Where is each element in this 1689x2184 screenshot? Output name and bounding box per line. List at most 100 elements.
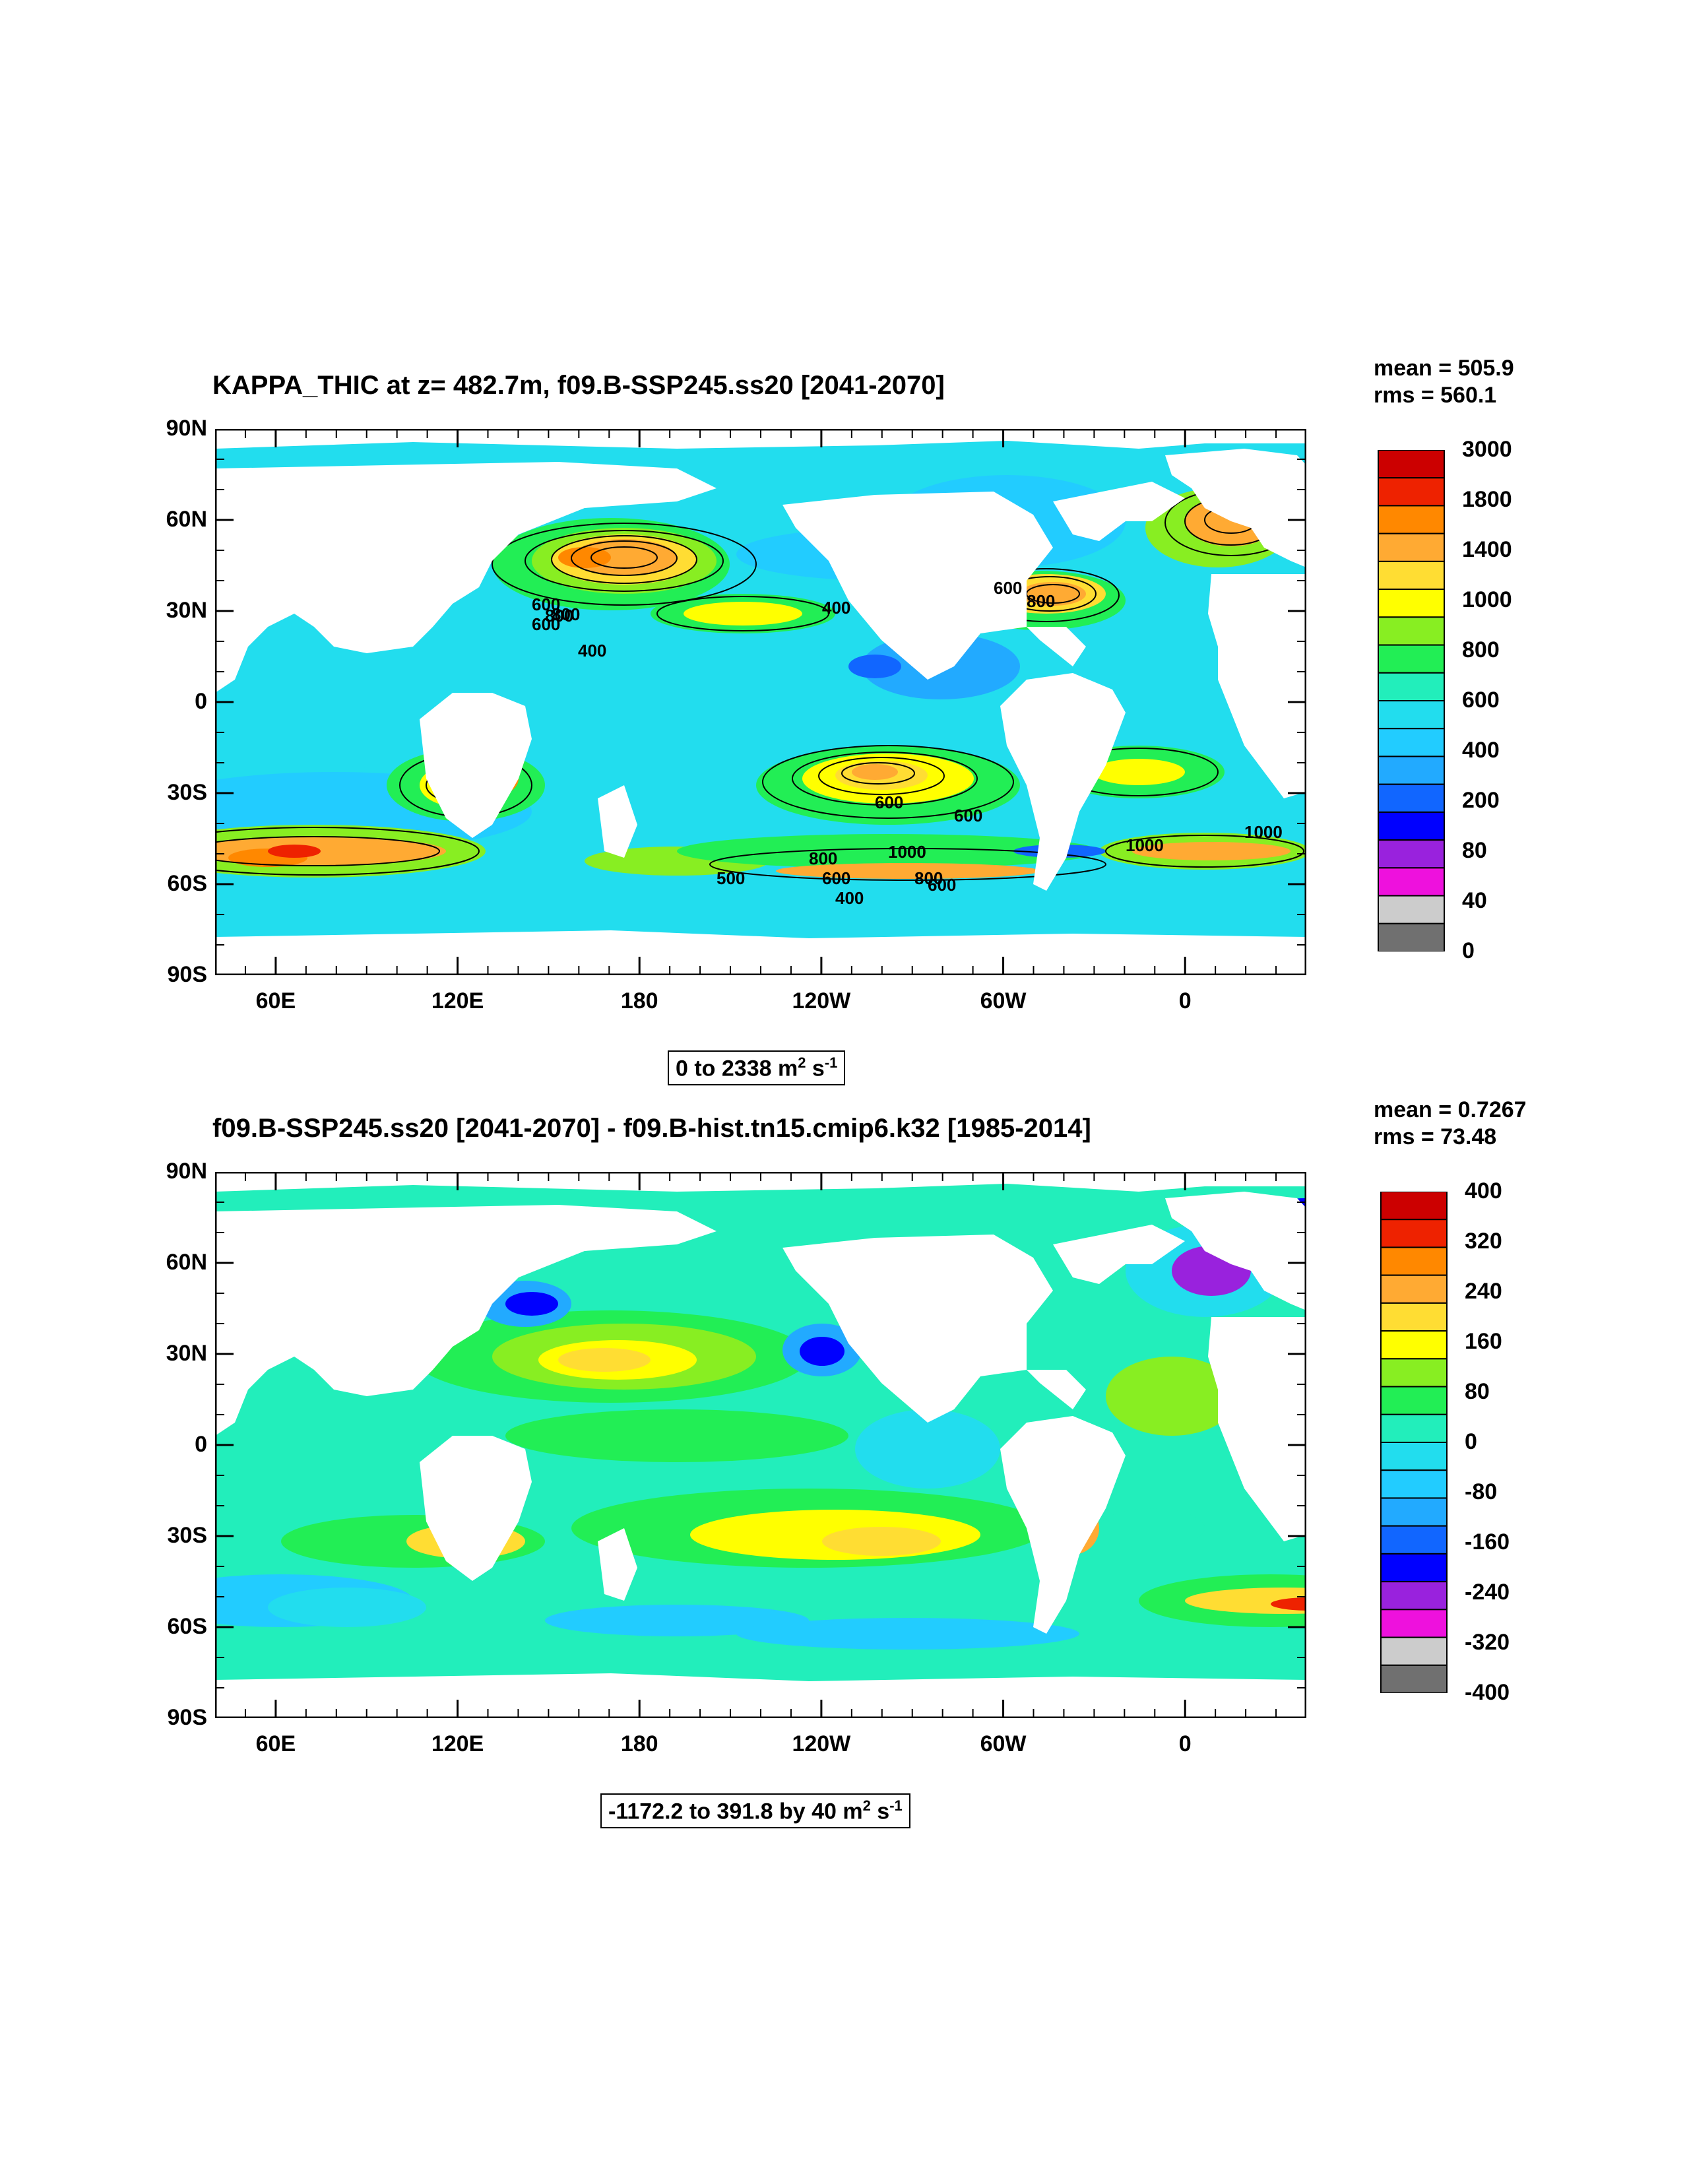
contour-label: 600 — [532, 594, 560, 614]
colorbar-swatch — [1380, 1219, 1448, 1248]
field2-region-12 — [822, 1527, 941, 1556]
field2-region-8 — [855, 1409, 1000, 1489]
colorbar-swatch — [1378, 560, 1445, 591]
land-mask-9 — [598, 785, 637, 858]
contour-label: 1000 — [1126, 835, 1164, 855]
land-mask-9 — [598, 1528, 637, 1601]
panel1-stats: mean = 505.9 rms = 560.1 — [1374, 355, 1514, 409]
panel1-range-box: 0 to 2338 m2 s-1 — [668, 1050, 846, 1086]
colorbar-swatch — [1380, 1192, 1448, 1221]
contour-line-14 — [841, 762, 915, 785]
land-mask-1 — [215, 1205, 717, 1436]
panel2-mean: mean = 0.7267 — [1374, 1097, 1527, 1122]
land-mask-7 — [1208, 1317, 1306, 1541]
lon-label: 0 — [1178, 1731, 1192, 1756]
colorbar-swatch — [1378, 644, 1445, 674]
colorbar-swatch — [1378, 505, 1445, 534]
colorbar-swatch — [1380, 1386, 1448, 1415]
lat-label: 60N — [166, 507, 207, 532]
contour-line-2 — [551, 535, 697, 584]
contour-label: 1000 — [888, 842, 926, 862]
contour-line-12 — [792, 752, 978, 806]
land-mask-10 — [215, 930, 1306, 975]
colorbar-label: -240 — [1465, 1580, 1510, 1605]
field2-region-18 — [268, 1588, 426, 1627]
field2-region-20 — [1185, 1588, 1306, 1614]
lat-label: 60S — [167, 871, 208, 896]
colorbar-swatch — [1380, 1413, 1448, 1443]
lat-label: 90N — [166, 416, 207, 441]
lon-label: 180 — [620, 988, 658, 1013]
lon-label: 60W — [980, 1731, 1027, 1756]
colorbar-swatch — [1378, 672, 1445, 701]
contour-label: 800 — [809, 849, 837, 868]
land-mask-6 — [1165, 1192, 1306, 1310]
colorbar-swatch — [1378, 728, 1445, 757]
contour-label: 400 — [822, 598, 850, 618]
colorbar-swatch — [1378, 700, 1445, 730]
colorbar-label: 240 — [1465, 1279, 1502, 1304]
lon-label: 0 — [1178, 988, 1192, 1013]
panel1-mean: mean = 505.9 — [1374, 356, 1514, 381]
colorbar-swatch — [1380, 1636, 1448, 1666]
field2-region-3 — [558, 1348, 651, 1372]
land-mask-4 — [1000, 1416, 1126, 1634]
colorbar-label: 0 — [1462, 938, 1475, 963]
contour-label: 600 — [994, 578, 1022, 598]
field1-region-11 — [1020, 582, 1086, 606]
colorbar-swatch — [1380, 1525, 1448, 1555]
colorbar-label: 0 — [1465, 1429, 1477, 1454]
panel2-colorbar — [1380, 1192, 1448, 1693]
contour-label: 1000 — [1244, 822, 1283, 842]
colorbar-swatch — [1380, 1302, 1448, 1332]
lon-label: 120E — [431, 1731, 484, 1756]
panel2-map — [215, 1172, 1306, 1718]
land-mask-4 — [1000, 673, 1126, 891]
panel1-colorbar — [1378, 450, 1445, 951]
colorbar-label: 400 — [1465, 1178, 1502, 1204]
field1-region-35 — [347, 750, 373, 768]
land-mask-8 — [420, 693, 532, 838]
land-mask-6 — [1165, 449, 1306, 567]
contour-line-20 — [1105, 835, 1304, 868]
colorbar-label: -320 — [1465, 1630, 1510, 1655]
panel2-stats: mean = 0.7267 rms = 73.48 — [1374, 1097, 1527, 1151]
contour-line-4 — [590, 546, 658, 569]
colorbar-label: -160 — [1465, 1529, 1510, 1555]
colorbar-label: 160 — [1465, 1329, 1502, 1354]
contour-line-1 — [525, 530, 724, 592]
lon-label: 180 — [620, 1731, 658, 1756]
lon-label: 60W — [980, 988, 1027, 1013]
land-mask-1 — [215, 462, 717, 693]
land-mask-3 — [1027, 627, 1086, 666]
field1-region-36 — [848, 655, 901, 678]
lat-label: 30N — [166, 1341, 207, 1366]
land-mask-2 — [782, 492, 1053, 680]
colorbar-label: 80 — [1465, 1379, 1490, 1404]
contour-label: 800 — [552, 604, 580, 624]
field1-region-31 — [1132, 842, 1291, 860]
colorbar-swatch — [1380, 1609, 1448, 1638]
colorbar-swatch — [1378, 922, 1445, 951]
field2-region-22 — [1106, 1357, 1238, 1436]
field2-region-28 — [545, 1605, 809, 1636]
field1-region-5 — [571, 539, 677, 576]
colorbar-swatch — [1378, 616, 1445, 646]
colorbar-label: 600 — [1462, 688, 1500, 713]
colorbar-label: 40 — [1462, 888, 1487, 913]
contour-line-22 — [656, 596, 829, 631]
panel1-rms: rms = 560.1 — [1374, 383, 1497, 408]
lat-label: 0 — [195, 1432, 207, 1457]
field2-region-27 — [1099, 1508, 1205, 1548]
colorbar-swatch — [1378, 895, 1445, 924]
land-mask-5 — [1053, 1225, 1185, 1284]
panel2-range-box: -1172.2 to 391.8 by 40 m2 s-1 — [600, 1793, 910, 1829]
colorbar-swatch — [1378, 867, 1445, 897]
contour-label: 800 — [545, 606, 573, 626]
colorbar-swatch — [1378, 811, 1445, 841]
colorbar-swatch — [1380, 1581, 1448, 1611]
land-mask-5 — [1053, 482, 1185, 541]
lat-label: 60S — [167, 1614, 208, 1639]
contour-label: 500 — [717, 868, 745, 888]
field2-region-5 — [505, 1292, 558, 1316]
